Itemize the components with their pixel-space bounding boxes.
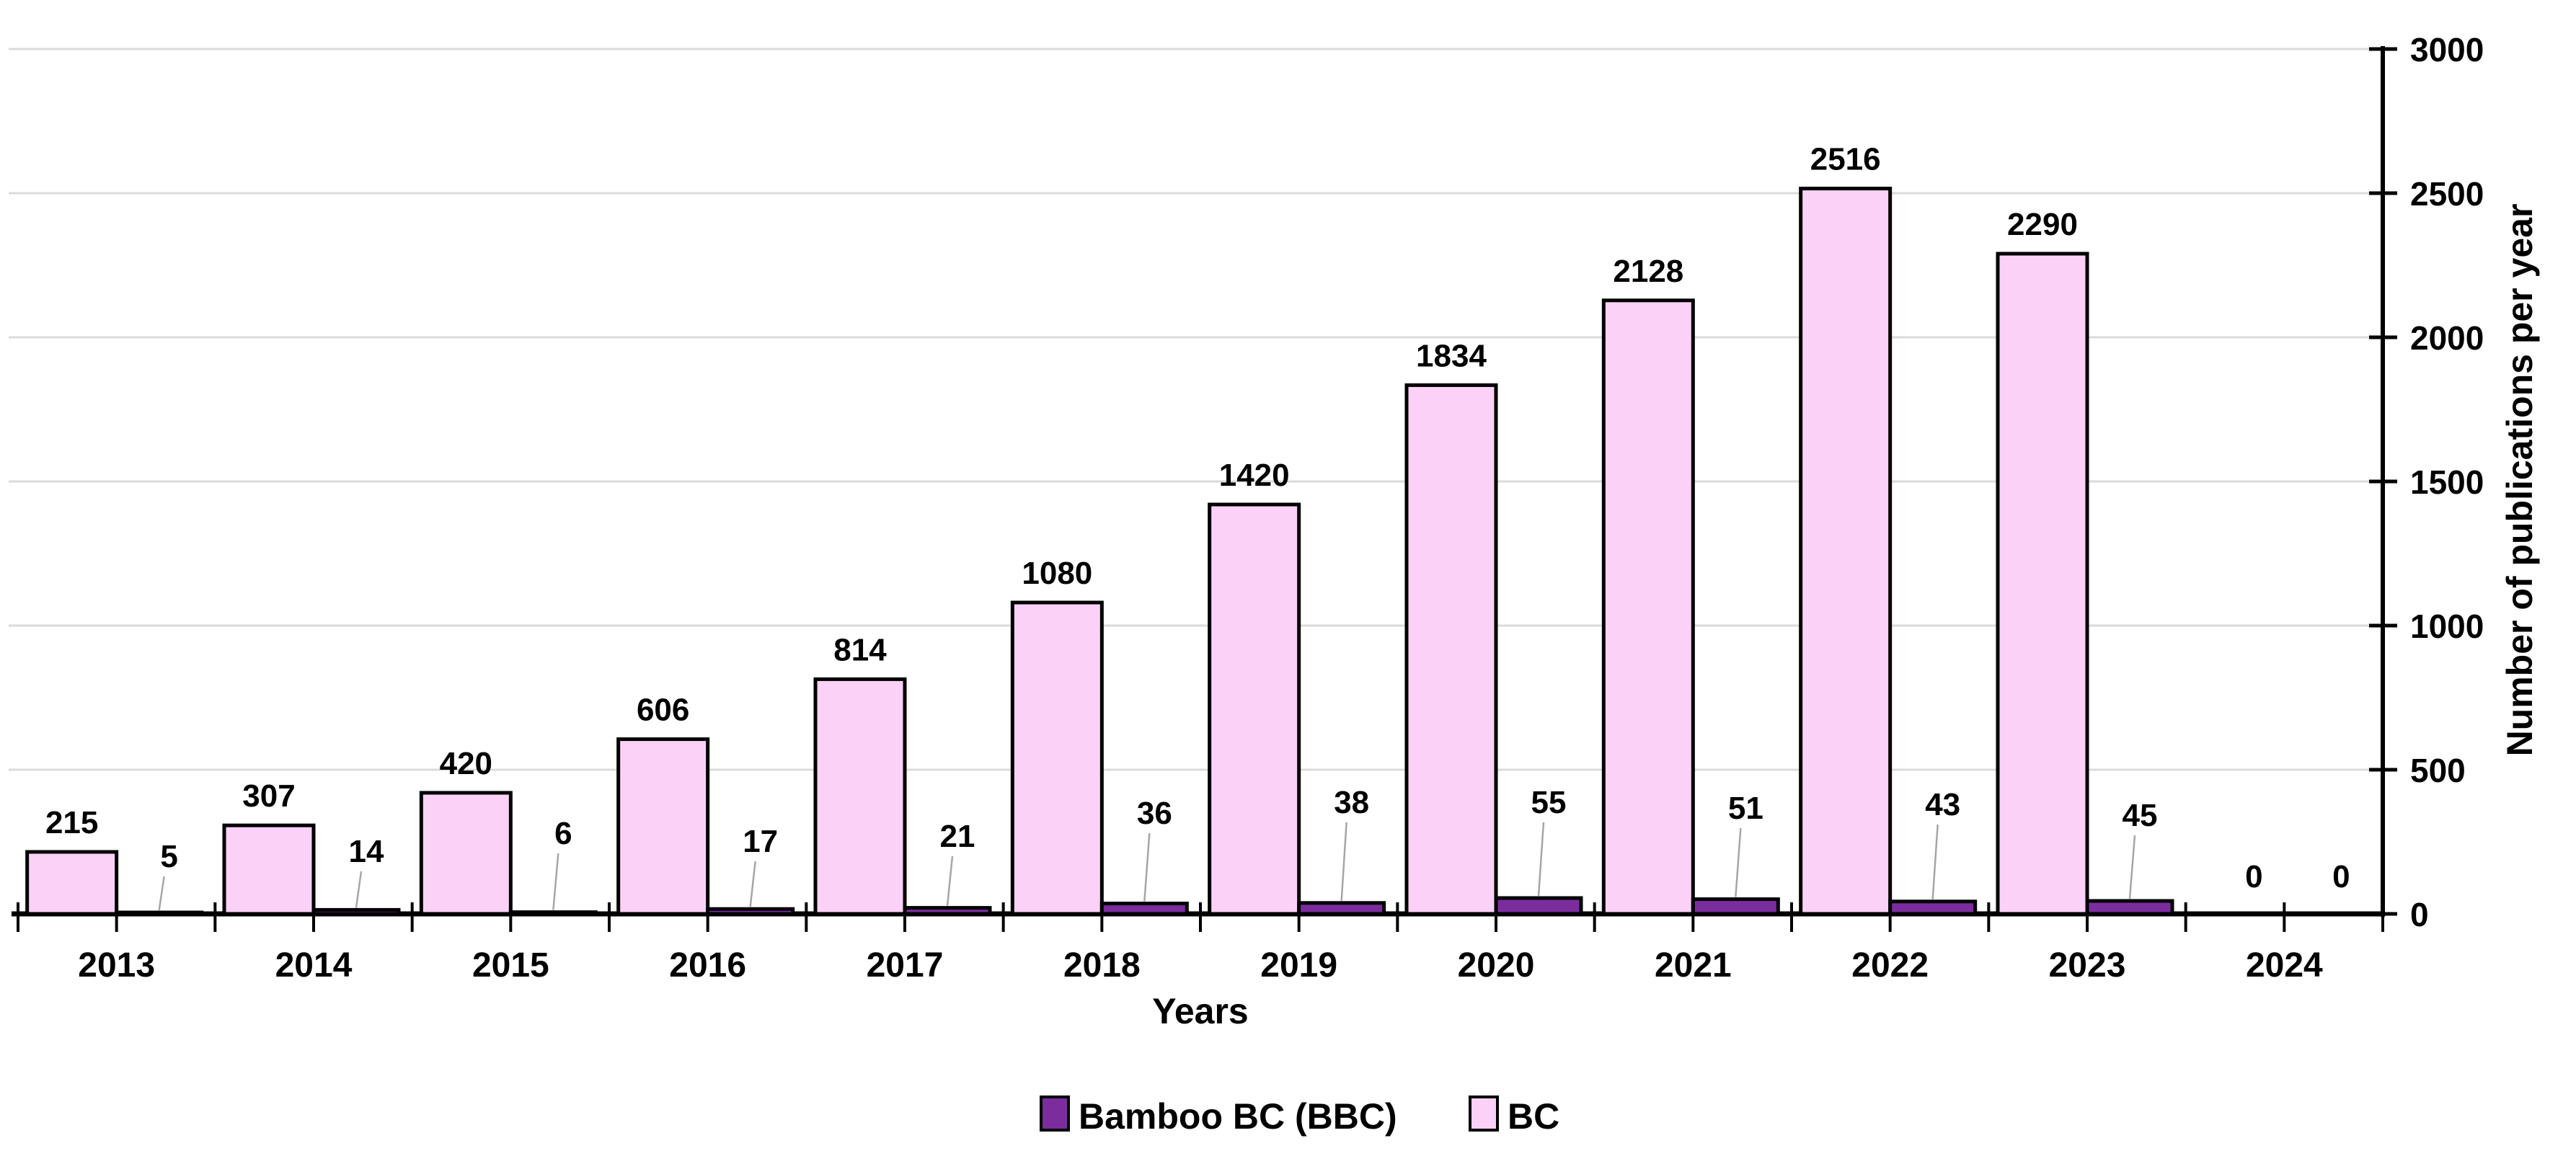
- y-tick-label-500: 500: [2410, 752, 2466, 789]
- leader-line-bbc-2015: [552, 853, 559, 910]
- label-bc-2023: 2290: [2007, 207, 2078, 242]
- label-bbc-2021: 51: [1728, 791, 1763, 826]
- leader-line-bbc-2017: [946, 856, 954, 906]
- bar-bc-2020: [1404, 383, 1498, 916]
- bar-bc-2019: [1208, 502, 1301, 916]
- bar-bbc-2023: [2085, 899, 2174, 916]
- label-bc-2016: 606: [637, 693, 689, 728]
- legend-label-bc: BC: [1508, 1096, 1559, 1137]
- y-tick-label-0: 0: [2410, 896, 2429, 933]
- x-tick-label-2018: 2018: [1063, 946, 1141, 985]
- leader-line-bbc-2022: [1931, 824, 1939, 899]
- bar-bbc-2014: [311, 907, 401, 916]
- x-tick-label-2017: 2017: [867, 946, 944, 985]
- bar-bc-2017: [813, 677, 907, 916]
- label-bc-2015: 420: [440, 746, 492, 781]
- y-tick-label-1500: 1500: [2410, 463, 2484, 501]
- bar-bc-2018: [1010, 600, 1104, 916]
- legend-swatch-bc: [1469, 1096, 1499, 1132]
- label-bbc-2019: 38: [1334, 785, 1369, 820]
- label-bbc-2020: 55: [1531, 785, 1567, 820]
- y-tick-label-2500: 2500: [2410, 175, 2484, 213]
- label-bc-2017: 814: [833, 632, 887, 667]
- label-bbc-2017: 21: [940, 819, 975, 854]
- label-bbc-2023: 45: [2123, 798, 2158, 833]
- bar-bc-2013: [25, 850, 119, 916]
- bar-bc-2015: [419, 791, 513, 916]
- label-bbc-2018: 36: [1137, 796, 1172, 831]
- legend-label-bamboo-bc: Bamboo BC (BBC): [1079, 1096, 1397, 1137]
- label-bc-2013: 215: [45, 805, 98, 840]
- label-bc-2024: 0: [2245, 859, 2262, 894]
- label-bbc-2022: 43: [1925, 787, 1960, 822]
- bar-bc-2014: [222, 823, 316, 916]
- x-tick-label-2016: 2016: [669, 946, 746, 985]
- bar-bbc-2017: [903, 906, 992, 916]
- x-tick-label-2014: 2014: [275, 946, 353, 985]
- bar-bc-2022: [1799, 187, 1893, 916]
- bar-bbc-2019: [1297, 901, 1386, 916]
- leader-line-bbc-2019: [1340, 822, 1347, 901]
- label-bbc-2024: 0: [2332, 859, 2350, 894]
- label-bc-2014: 307: [242, 778, 295, 814]
- y-tick-label-1000: 1000: [2410, 608, 2484, 645]
- bar-bbc-2013: [115, 910, 204, 916]
- bar-bbc-2022: [1888, 899, 1978, 916]
- leader-line-bbc-2016: [749, 861, 756, 907]
- bar-bbc-2015: [508, 910, 598, 916]
- bar-bbc-2021: [1691, 897, 1780, 916]
- x-tick-label-2022: 2022: [1851, 946, 1929, 985]
- leader-line-bbc-2020: [1537, 822, 1545, 897]
- label-bbc-2016: 17: [743, 824, 778, 859]
- legend-swatch-bamboo-bc: [1040, 1096, 1070, 1132]
- bar-bc-2016: [616, 737, 710, 916]
- y-tick-label-2000: 2000: [2410, 319, 2484, 357]
- bar-bbc-2020: [1494, 896, 1583, 916]
- leader-line-bbc-2018: [1143, 832, 1151, 902]
- x-tick-label-2021: 2021: [1655, 946, 1732, 985]
- x-tick-label-2015: 2015: [472, 946, 549, 985]
- bar-bbc-2018: [1099, 902, 1189, 916]
- bar-bc-2023: [1996, 252, 2089, 916]
- x-tick-label-2020: 2020: [1458, 946, 1535, 985]
- x-tick-label-2024: 2024: [2246, 946, 2323, 985]
- leader-line-bbc-2021: [1735, 827, 1742, 897]
- label-bc-2020: 1834: [1416, 338, 1487, 373]
- bar-bbc-2016: [706, 907, 795, 916]
- bar-bc-2021: [1601, 298, 1695, 916]
- label-bc-2018: 1080: [1022, 556, 1092, 591]
- label-bc-2021: 2128: [1613, 254, 1683, 289]
- label-bbc-2015: 6: [554, 816, 572, 851]
- y-tick-label-3000: 3000: [2410, 31, 2484, 68]
- y-axis-title: Number of publications per year: [2500, 204, 2540, 757]
- leader-line-bbc-2014: [355, 871, 363, 908]
- x-tick-label-2013: 2013: [78, 946, 155, 985]
- x-tick-label-2019: 2019: [1260, 946, 1337, 985]
- x-axis-title: Years: [1152, 991, 1248, 1031]
- x-tick-label-2023: 2023: [2049, 946, 2126, 985]
- label-bc-2019: 1420: [1219, 458, 1290, 493]
- label-bbc-2013: 5: [160, 839, 177, 874]
- label-bc-2022: 2516: [1810, 142, 1881, 177]
- leader-line-bbc-2013: [158, 876, 165, 911]
- label-bbc-2014: 14: [349, 834, 384, 869]
- leader-line-bbc-2023: [2128, 835, 2136, 899]
